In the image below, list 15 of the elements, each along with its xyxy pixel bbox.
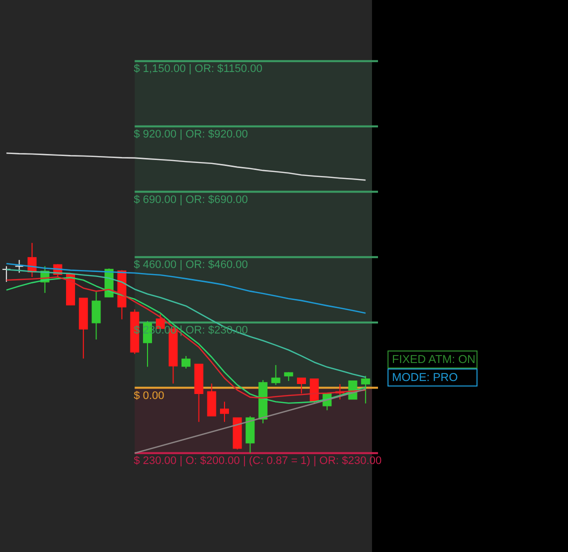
candlestick	[92, 291, 101, 340]
text: MODE: PRO	[392, 372, 458, 384]
ref-line-label: $ 1,150.00 | OR: $1150.00	[134, 63, 262, 76]
ref-line-label: $ 690.00 | OR: $690.00	[134, 194, 248, 206]
ref-line-label: $ 920.00 | OR: $920.00	[134, 128, 248, 140]
band-label: $ 230.00 | O: $200.00 | (C: 0.87 = 1) | OR: $230.00	[134, 455, 382, 468]
candlestick	[296, 378, 306, 394]
ref-line-label: $ 460.00 | OR: $460.00	[134, 259, 248, 272]
text: FIXED ATM: ON	[392, 354, 476, 366]
candlestick	[182, 355, 190, 369]
candlestick	[220, 401, 229, 422]
candlestick	[14, 259, 24, 274]
candlestick	[271, 364, 280, 386]
ref-line-label: $ 0.00	[134, 390, 164, 402]
candlestick	[361, 375, 370, 404]
